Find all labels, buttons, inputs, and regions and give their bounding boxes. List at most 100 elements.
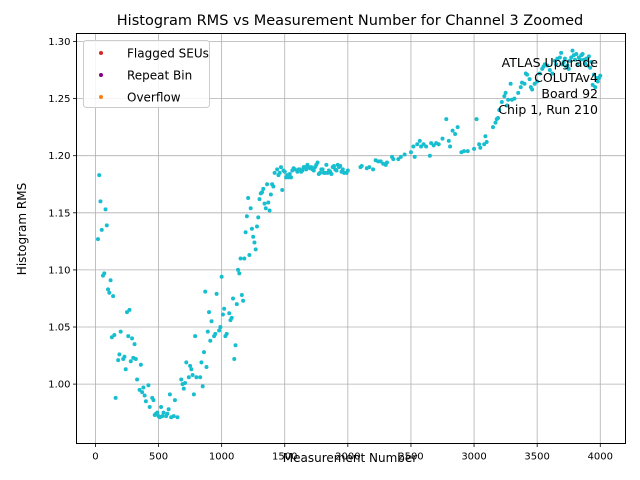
- data-point: [133, 356, 138, 361]
- legend-label-repeat-bin: Repeat Bin: [127, 69, 192, 83]
- data-point: [287, 171, 292, 176]
- data-point: [338, 163, 343, 168]
- data-point: [506, 97, 511, 102]
- data-point: [455, 125, 460, 130]
- data-point: [427, 153, 432, 158]
- data-point: [411, 144, 416, 149]
- data-point: [198, 375, 203, 380]
- data-point: [472, 146, 477, 151]
- data-point: [261, 186, 266, 191]
- data-point: [254, 224, 259, 229]
- data-point: [112, 333, 117, 337]
- data-point: [243, 230, 248, 235]
- data-point: [262, 201, 267, 206]
- x-tick-label: 2500: [398, 452, 423, 463]
- data-point: [181, 386, 186, 391]
- data-point: [518, 85, 523, 90]
- legend-marker-repeat-bin: [99, 73, 103, 77]
- data-point: [450, 128, 455, 133]
- data-point: [113, 395, 118, 400]
- data-point: [570, 48, 575, 53]
- data-point: [199, 360, 204, 365]
- data-point: [249, 226, 254, 231]
- data-point: [580, 52, 585, 57]
- data-point: [561, 60, 566, 65]
- data-point: [146, 383, 151, 388]
- data-point: [417, 138, 422, 143]
- annotation-line-4: Chip 1, Run 210: [498, 102, 598, 117]
- data-point: [246, 195, 251, 200]
- data-point: [159, 404, 164, 409]
- data-point: [478, 145, 483, 150]
- data-point: [167, 392, 172, 397]
- data-point: [550, 71, 555, 76]
- data-point: [275, 167, 280, 172]
- y-tick-label: 1.10: [48, 265, 70, 276]
- data-point: [237, 271, 242, 276]
- data-point: [194, 375, 199, 380]
- data-point: [266, 200, 271, 205]
- data-point: [184, 360, 189, 365]
- data-point: [574, 52, 579, 57]
- legend-marker-flagged-seus: [99, 51, 103, 55]
- data-point: [108, 278, 113, 283]
- data-point: [588, 65, 593, 70]
- data-point: [207, 310, 212, 315]
- data-point: [103, 207, 108, 212]
- data-point: [289, 175, 294, 180]
- axes-frame: [76, 33, 626, 444]
- data-point: [203, 289, 208, 294]
- annotation-line-1: ATLAS Upgrade: [502, 55, 599, 70]
- data-point: [318, 170, 323, 175]
- data-point: [98, 199, 103, 204]
- data-point: [183, 380, 188, 385]
- data-point: [508, 81, 513, 86]
- data-point: [502, 94, 507, 99]
- data-point: [384, 160, 389, 165]
- data-point: [218, 325, 223, 330]
- data-point: [271, 184, 276, 189]
- data-point: [224, 331, 229, 336]
- data-point: [253, 247, 258, 252]
- data-point: [233, 343, 238, 348]
- data-point: [591, 72, 596, 77]
- data-point: [516, 90, 521, 95]
- data-point: [97, 173, 102, 178]
- data-point: [208, 338, 213, 343]
- data-point: [547, 68, 552, 73]
- data-point: [117, 352, 122, 357]
- data-point: [165, 411, 170, 416]
- data-point: [111, 294, 116, 299]
- data-point: [448, 144, 453, 149]
- data-point: [453, 132, 458, 136]
- data-point: [135, 377, 140, 382]
- data-point: [193, 334, 198, 339]
- data-point: [484, 140, 489, 144]
- data-point: [200, 384, 205, 389]
- data-point: [128, 359, 133, 364]
- data-point: [504, 103, 509, 108]
- data-point: [172, 398, 177, 403]
- data-point: [267, 208, 272, 213]
- data-point: [219, 274, 224, 279]
- data-point: [220, 312, 225, 317]
- data-point: [186, 375, 191, 380]
- x-tick-label: 500: [149, 452, 168, 463]
- data-point: [205, 329, 210, 334]
- x-tick-label: 2000: [335, 452, 360, 463]
- data-point: [493, 120, 498, 125]
- data-point: [204, 364, 209, 369]
- data-point: [415, 142, 420, 147]
- data-point: [95, 237, 100, 242]
- data-point: [567, 58, 572, 63]
- data-point: [126, 334, 131, 339]
- data-point: [161, 410, 166, 415]
- data-point: [282, 169, 287, 174]
- data-point: [201, 350, 206, 355]
- data-point: [324, 162, 329, 167]
- data-point: [123, 367, 128, 372]
- data-point: [595, 79, 600, 84]
- legend: Flagged SEUs Repeat Bin Overflow: [83, 40, 210, 108]
- y-tick-label: 1.30: [48, 37, 70, 48]
